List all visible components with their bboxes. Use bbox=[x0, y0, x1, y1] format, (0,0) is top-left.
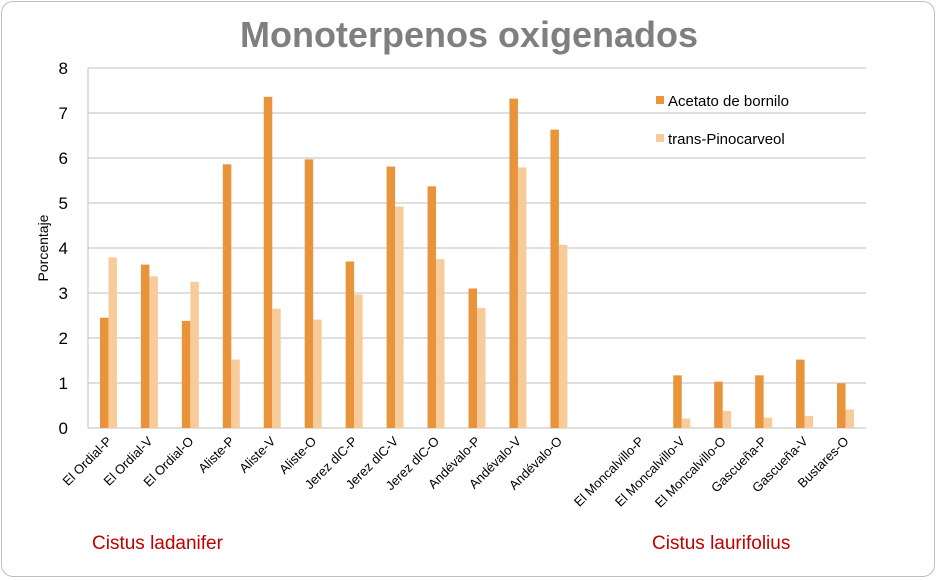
y-tick-label: 6 bbox=[59, 149, 68, 168]
x-tick-label: El Moncalvillo-O bbox=[652, 434, 729, 511]
bar-pinocarveol bbox=[272, 308, 281, 428]
bar-acetato bbox=[304, 159, 314, 428]
x-tick-label: Aliste-P bbox=[195, 434, 237, 476]
bar-acetato bbox=[427, 186, 437, 428]
y-tick-label: 1 bbox=[59, 374, 68, 393]
x-tick-label: Aliste-V bbox=[236, 433, 279, 476]
x-tick-label: El Moncalvillo-P bbox=[571, 434, 647, 510]
group-label-ladanifer: Cistus ladanifer bbox=[92, 533, 223, 554]
x-tick-label: El Moncalvillo-V bbox=[612, 433, 688, 509]
bar-acetato bbox=[386, 166, 396, 429]
bar-acetato bbox=[263, 96, 273, 429]
bar-acetato bbox=[796, 359, 805, 428]
bar-acetato bbox=[468, 288, 477, 428]
bar-acetato bbox=[550, 129, 559, 428]
bar-pinocarveol bbox=[436, 259, 445, 428]
bar-pinocarveol bbox=[190, 281, 199, 428]
bar-pinocarveol bbox=[558, 244, 568, 428]
y-tick-label: 8 bbox=[59, 59, 68, 78]
bar-acetato bbox=[509, 98, 518, 428]
bar-acetato bbox=[140, 264, 150, 428]
bar-pinocarveol bbox=[313, 319, 322, 428]
y-axis-label: Porcentaje bbox=[35, 214, 51, 281]
bar-acetato bbox=[181, 320, 191, 428]
legend-label: Acetato de bornilo bbox=[668, 93, 789, 110]
bar-pinocarveol bbox=[149, 276, 158, 428]
bar-pinocarveol bbox=[231, 359, 240, 428]
bar-acetato bbox=[714, 381, 723, 428]
y-tick-label: 5 bbox=[59, 194, 68, 213]
bar-acetato bbox=[673, 375, 682, 428]
y-tick-label: 0 bbox=[59, 419, 68, 438]
bar-acetato bbox=[345, 261, 355, 428]
bar-acetato bbox=[99, 317, 109, 428]
legend-swatch bbox=[656, 134, 664, 142]
y-tick-label: 4 bbox=[59, 239, 68, 258]
bar-pinocarveol bbox=[763, 417, 773, 428]
bar-pinocarveol bbox=[681, 418, 691, 428]
bar-pinocarveol bbox=[517, 167, 527, 428]
bar-acetato bbox=[222, 164, 232, 429]
chart-title: Monoterpenos oxigenados bbox=[239, 14, 699, 55]
y-tick-label: 2 bbox=[59, 329, 68, 348]
bar-pinocarveol bbox=[108, 257, 117, 428]
bar-pinocarveol bbox=[395, 206, 404, 428]
legend-label: trans-Pinocarveol bbox=[668, 131, 785, 148]
bar-pinocarveol bbox=[845, 409, 855, 428]
bar-pinocarveol bbox=[477, 307, 486, 428]
bar-acetato bbox=[837, 383, 846, 428]
bar-pinocarveol bbox=[354, 294, 363, 428]
group-label-laurifolius: Cistus laurifolius bbox=[652, 533, 791, 554]
bar-acetato bbox=[755, 375, 764, 428]
y-tick-label: 3 bbox=[59, 284, 68, 303]
legend-swatch bbox=[656, 96, 664, 104]
bar-pinocarveol bbox=[804, 415, 814, 428]
bar-pinocarveol bbox=[722, 410, 732, 428]
y-tick-label: 7 bbox=[59, 104, 68, 123]
